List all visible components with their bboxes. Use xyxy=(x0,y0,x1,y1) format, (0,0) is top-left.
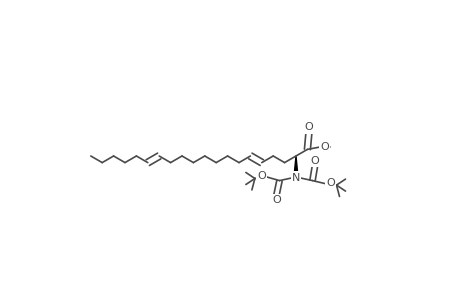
Text: O: O xyxy=(257,171,265,181)
Text: O: O xyxy=(304,122,313,133)
Polygon shape xyxy=(293,156,297,178)
Text: O: O xyxy=(326,178,335,188)
Text: O: O xyxy=(320,142,329,152)
Text: N: N xyxy=(291,172,300,183)
Text: O: O xyxy=(310,156,319,166)
Text: O: O xyxy=(272,195,280,206)
